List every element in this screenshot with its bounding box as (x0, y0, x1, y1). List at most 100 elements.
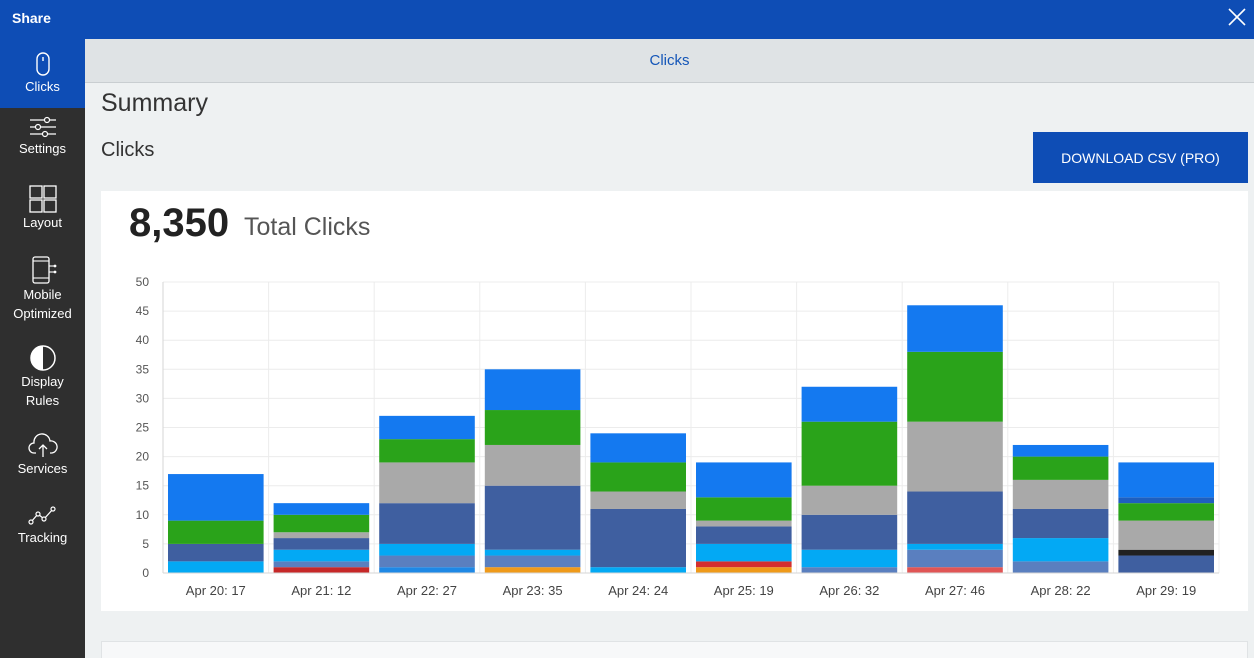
bar-segment (273, 514, 370, 533)
bar-segment (907, 305, 1003, 352)
total-clicks-label: Total Clicks (244, 213, 371, 241)
bar-segment (379, 415, 475, 440)
bar-segment (1012, 456, 1109, 480)
tab-bar: Clicks (85, 39, 1254, 83)
bar-segment (907, 351, 1003, 422)
bar-segment (1118, 549, 1214, 556)
x-tick-label: Apr 27: 46 (925, 583, 985, 598)
bar-segment (379, 462, 475, 504)
bar-segment (168, 520, 264, 544)
bar-segment (484, 410, 581, 445)
x-tick-label: Apr 21: 12 (291, 583, 351, 598)
x-tick-label: Apr 29: 19 (1136, 583, 1196, 598)
bar-segment (1118, 462, 1214, 498)
y-tick-label: 20 (136, 450, 150, 464)
bar-segment (273, 567, 370, 573)
y-tick-label: 5 (142, 537, 149, 551)
sidebar-item-label: Settings (19, 141, 66, 156)
clicks-bar-chart: 0 5 10 15 20 25 30 35 40 45 50 Apr 20: 17 Apr 21: 12… (136, 275, 1220, 598)
bar-segment (1118, 520, 1214, 550)
y-tick-label: 10 (136, 508, 150, 522)
main-content: Clicks Summary Clicks DOWNLOAD CSV (PRO)… (85, 39, 1254, 658)
y-tick-label: 25 (136, 421, 150, 435)
bar-segment (696, 520, 792, 527)
sidebar-item-label: Layout (22, 215, 63, 230)
download-csv-button[interactable]: DOWNLOAD CSV (PRO) (1033, 132, 1248, 183)
bar-segment (1118, 497, 1214, 504)
bar-segment (168, 543, 264, 562)
grid-icon (28, 185, 57, 213)
bar-segment (801, 485, 898, 515)
bar-segment (696, 543, 792, 562)
secondary-card (101, 641, 1248, 658)
bar-segment (484, 444, 581, 486)
sliders-icon (29, 116, 56, 138)
bar-segment (801, 386, 898, 422)
y-tick-label: 0 (142, 566, 149, 580)
bar-segment (1012, 508, 1109, 539)
y-tick-label: 30 (136, 391, 150, 405)
y-tick-label: 45 (136, 304, 150, 318)
sidebar-item-clicks[interactable]: Clicks (0, 39, 85, 108)
chart-card: 8,350 Total Clicks 0 5 10 15 20 25 30 35 40 45 50 A… (101, 191, 1248, 611)
sidebar-item-services[interactable]: Services (0, 433, 85, 493)
bar-segment (907, 543, 1003, 550)
bar-segment (590, 462, 686, 492)
sidebar-item-label: Clicks (25, 79, 60, 94)
cloud-upload-icon (27, 433, 58, 457)
x-tick-label: Apr 26: 32 (819, 583, 879, 598)
mobile-icon (31, 256, 56, 284)
x-tick-label: Apr 23: 35 (503, 583, 563, 598)
bar-segment (273, 549, 370, 562)
mouse-icon (35, 52, 50, 76)
window-title: Share (12, 10, 51, 26)
half-circle-icon (29, 345, 56, 371)
bar-segment (1118, 503, 1214, 521)
sidebar-item-mobile-optimized[interactable]: Mobile Optimized (0, 255, 85, 325)
bar-segment (907, 549, 1003, 568)
sidebar-item-display-rules[interactable]: Display Rules (0, 344, 85, 414)
y-tick-label: 35 (136, 362, 150, 376)
bar-segment (379, 543, 475, 556)
bar-segment (801, 567, 898, 573)
bar-segment (484, 549, 581, 556)
bar-segment (801, 421, 898, 486)
total-clicks-value: 8,350 (129, 201, 230, 245)
bar-segment (907, 567, 1003, 573)
y-tick-label: 40 (136, 333, 150, 347)
sidebar-item-label: Tracking (17, 530, 68, 545)
x-tick-label: Apr 25: 19 (714, 583, 774, 598)
x-tick-label: Apr 28: 22 (1031, 583, 1091, 598)
section-title: Clicks (101, 139, 155, 161)
bar-segment (484, 567, 581, 573)
bar-segment (590, 567, 686, 573)
tab-clicks[interactable]: Clicks (649, 52, 690, 69)
bar-segment (907, 491, 1003, 544)
bar-segment (379, 439, 475, 463)
sidebar-item-settings[interactable]: Settings (0, 115, 85, 175)
trend-line-icon (27, 506, 56, 525)
bar-segment (379, 503, 475, 544)
y-tick-label: 50 (136, 275, 150, 289)
page-title: Summary (101, 89, 208, 117)
bar-segment (590, 491, 686, 509)
title-bar: Share (0, 0, 1254, 39)
close-icon[interactable] (1224, 4, 1250, 30)
bar-segment (1012, 538, 1109, 562)
bar-segment (590, 433, 686, 463)
x-tick-label: Apr 22: 27 (397, 583, 457, 598)
bar-segment (907, 421, 1003, 492)
sidebar-item-tracking[interactable]: Tracking (0, 502, 85, 562)
bar-segment (273, 538, 370, 550)
x-tick-label: Apr 24: 24 (608, 583, 668, 598)
bar-segment (273, 561, 370, 568)
bar-segment (484, 555, 581, 568)
bar-segment (273, 503, 370, 515)
sidebar-item-layout[interactable]: Layout (0, 185, 85, 245)
bar-segment (590, 508, 686, 568)
sidebar: Clicks Settings Layout (0, 39, 85, 658)
bar-segment (696, 526, 792, 544)
bar-segment (273, 532, 370, 539)
bar-segment (801, 514, 898, 550)
sidebar-item-label: Display Rules (21, 374, 64, 408)
